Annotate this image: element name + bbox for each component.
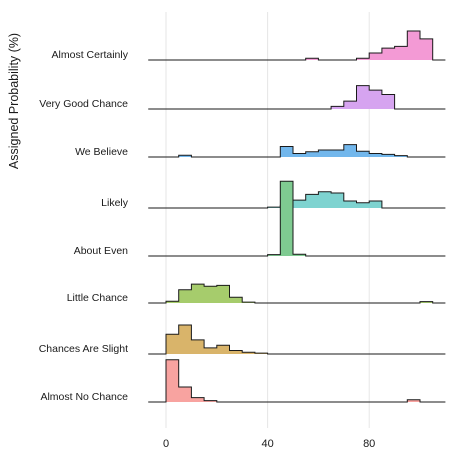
ridge-fill <box>153 324 446 354</box>
x-tick-label: 40 <box>261 438 273 450</box>
ridge-outline <box>148 85 446 110</box>
category-label: Little Chance <box>67 292 128 304</box>
x-tick-label: 0 <box>163 438 169 450</box>
ridge-very-good-chance <box>148 85 446 110</box>
ridge-fill <box>153 85 446 109</box>
ridge-fill <box>153 284 446 303</box>
ridge-outline <box>148 283 446 304</box>
ridge-outline <box>148 144 446 158</box>
ridge-about-even <box>148 180 446 257</box>
ridge-fill <box>153 191 446 208</box>
ridge-outline <box>148 359 446 403</box>
ridge-fill <box>153 144 446 157</box>
ridge-outline <box>148 324 446 355</box>
ridge-outline <box>148 30 446 61</box>
ridge-fill <box>153 181 446 256</box>
category-labels: Almost Certainly Very Good Chance We Belie… <box>39 49 129 403</box>
ridge-we-believe <box>148 144 446 158</box>
category-label: Almost No Chance <box>40 391 128 403</box>
grid-lines <box>165 12 370 428</box>
ridge-outline <box>148 191 446 209</box>
ridgelines <box>148 30 446 403</box>
ridge-almost-no-chance <box>148 359 446 403</box>
ridge-chances-are-slight <box>148 324 446 355</box>
y-axis-title: Assigned Probability (%) <box>7 33 21 169</box>
category-label: Almost Certainly <box>52 49 129 61</box>
x-tick-label: 80 <box>363 438 375 450</box>
ridge-outline <box>148 180 446 257</box>
ridge-likely <box>148 191 446 209</box>
category-label: We Believe <box>75 146 128 158</box>
x-axis-ticks: 0 40 80 <box>163 438 375 450</box>
category-label: About Even <box>74 245 128 257</box>
category-label: Likely <box>101 197 129 209</box>
ridge-fill <box>153 359 446 402</box>
category-label: Very Good Chance <box>39 98 128 110</box>
ridge-little-chance <box>148 283 446 304</box>
ridge-fill <box>153 30 446 60</box>
category-label: Chances Are Slight <box>39 343 128 355</box>
ridge-almost-certainly <box>148 30 446 61</box>
